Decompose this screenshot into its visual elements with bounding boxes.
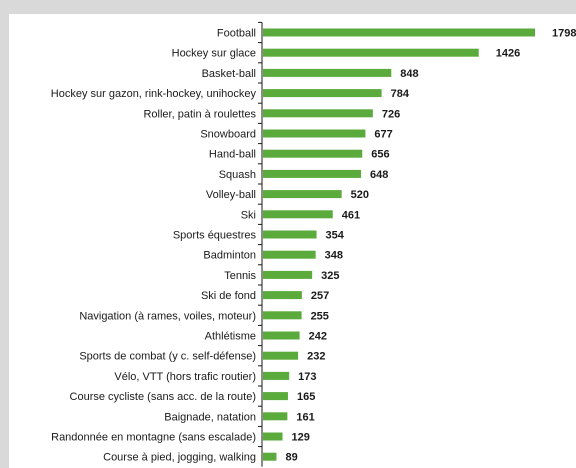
category-label: Randonnée en montagne (sans escalade) xyxy=(51,432,256,444)
bar xyxy=(263,129,366,138)
category-label: Hand-ball xyxy=(209,149,256,161)
value-label: 848 xyxy=(400,68,418,80)
bar xyxy=(263,230,317,239)
bar xyxy=(263,48,479,57)
value-label: 89 xyxy=(285,452,297,464)
value-label: 242 xyxy=(309,331,327,343)
bar xyxy=(263,452,277,461)
category-label: Course à pied, jogging, walking xyxy=(103,452,256,464)
bar xyxy=(263,351,299,360)
bar xyxy=(263,190,342,199)
value-label: 173 xyxy=(298,371,316,383)
category-label: Tennis xyxy=(224,270,256,282)
bar xyxy=(263,392,288,401)
value-label: 648 xyxy=(370,169,388,181)
category-label: Vélo, VTT (hors trafic routier) xyxy=(114,371,256,383)
bar xyxy=(263,270,313,279)
bar xyxy=(263,210,333,219)
bar xyxy=(263,250,316,259)
value-label: 520 xyxy=(351,189,369,201)
category-label: Football xyxy=(217,28,256,40)
bar xyxy=(263,28,535,37)
bar xyxy=(263,89,382,98)
bar xyxy=(263,311,302,320)
category-label: Hockey sur glace xyxy=(172,48,256,60)
value-label: 165 xyxy=(297,391,315,403)
value-label: 232 xyxy=(307,351,325,363)
category-label: Course cycliste (sans acc. de la route) xyxy=(70,391,256,403)
value-label: 461 xyxy=(342,209,360,221)
value-label: 257 xyxy=(311,290,329,302)
value-label: 354 xyxy=(326,230,345,242)
category-label: Baignade, natation xyxy=(164,411,256,423)
category-label: Badminton xyxy=(203,250,256,262)
category-label: Ski de fond xyxy=(201,290,256,302)
category-label: Sports équestres xyxy=(173,230,257,242)
category-label: Hockey sur gazon, rink-hockey, unihockey xyxy=(51,88,257,100)
bar xyxy=(263,331,300,340)
value-label: 726 xyxy=(382,108,400,120)
value-label: 784 xyxy=(391,88,410,100)
value-label: 325 xyxy=(321,270,339,282)
category-label: Roller, patin à roulettes xyxy=(143,108,256,120)
bar xyxy=(263,149,363,158)
value-label: 656 xyxy=(371,149,389,161)
bar xyxy=(263,68,392,77)
value-label: 677 xyxy=(374,129,392,141)
bar xyxy=(263,109,373,118)
category-label: Sports de combat (y c. self-défense) xyxy=(79,351,256,363)
value-label: 161 xyxy=(296,411,314,423)
bar xyxy=(263,291,302,300)
bar xyxy=(263,412,288,421)
category-label: Basket-ball xyxy=(202,68,256,80)
bar xyxy=(263,169,362,178)
category-label: Athlétisme xyxy=(205,331,256,343)
category-label: Ski xyxy=(241,209,256,221)
value-label: 129 xyxy=(292,432,310,444)
value-label: 1426 xyxy=(496,48,520,60)
bar xyxy=(263,432,283,441)
value-label: 255 xyxy=(311,310,329,322)
category-label: Squash xyxy=(219,169,256,181)
category-label: Navigation (à rames, voiles, moteur) xyxy=(79,310,256,322)
bar xyxy=(263,371,290,380)
category-label: Volley-ball xyxy=(206,189,256,201)
category-label: Snowboard xyxy=(200,129,256,141)
value-label: 1798 xyxy=(552,28,576,40)
value-label: 348 xyxy=(325,250,343,262)
